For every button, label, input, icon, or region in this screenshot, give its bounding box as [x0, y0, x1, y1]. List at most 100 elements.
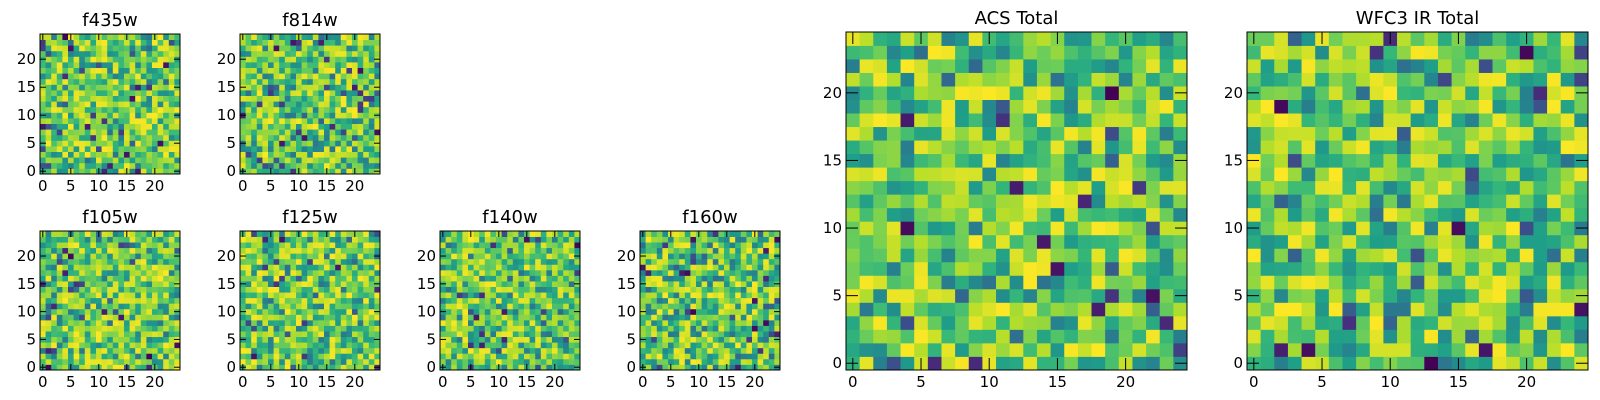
heatmap-cell [1328, 342, 1343, 357]
heatmap-cell [1301, 194, 1316, 209]
heatmap-cell [740, 275, 747, 282]
heatmap-cell [279, 157, 286, 164]
heatmap-cell [112, 39, 119, 46]
heatmap-cell [329, 342, 336, 349]
heatmap-cell [1077, 153, 1092, 168]
heatmap-cell [1118, 288, 1133, 303]
heatmap-cell [668, 342, 674, 349]
heatmap-cell [363, 231, 370, 237]
heatmap-cell [684, 297, 691, 304]
heatmap-cell [174, 275, 181, 282]
heatmap-cell [1247, 342, 1262, 357]
heatmap-cell [507, 281, 514, 287]
heatmap-cell [290, 347, 297, 354]
heatmap-cell [1146, 261, 1161, 276]
heatmap-cell [445, 253, 452, 260]
heatmap-cell [374, 314, 381, 321]
heatmap-cell [324, 134, 330, 141]
heatmap-cell [268, 123, 274, 130]
heatmap-cell [146, 308, 153, 315]
heatmap-cell [240, 151, 246, 158]
heatmap-cell [312, 258, 319, 265]
heatmap-cell [318, 101, 325, 108]
heatmap-cell [886, 180, 901, 195]
heatmap-cell [1287, 194, 1302, 209]
heatmap-cell [512, 331, 519, 338]
heatmap-cell [262, 269, 269, 276]
heatmap-cell [1064, 288, 1079, 303]
heatmap-cells [40, 34, 181, 175]
heatmap-cell [346, 95, 353, 102]
heatmap-cell [174, 347, 181, 354]
heatmap-cell [307, 297, 314, 304]
heatmap-cell [368, 162, 375, 169]
y-tick-label: 10 [617, 303, 636, 321]
heatmap-cell [900, 342, 915, 357]
heatmap-cell [107, 50, 114, 57]
heatmap-cell [1105, 342, 1120, 357]
heatmap-cell [673, 308, 680, 315]
heatmap-cell [552, 319, 558, 326]
heatmap-cell [1342, 315, 1357, 330]
heatmap-cell [512, 364, 519, 371]
heatmap-cell [273, 364, 280, 371]
heatmap-cell [352, 78, 358, 85]
panel-title: f105w [82, 207, 137, 228]
heatmap-cell [174, 331, 181, 338]
heatmap-cell [140, 242, 147, 249]
heatmap-cell [240, 297, 246, 304]
heatmap-cell [174, 67, 181, 74]
heatmap-cell [479, 269, 486, 276]
heatmap-cell [152, 236, 158, 243]
heatmap-cell [152, 39, 158, 46]
heatmap-cell [307, 314, 314, 321]
heatmap-cell [163, 325, 170, 332]
heatmap-cell [51, 253, 58, 260]
heatmap-cell [752, 347, 758, 354]
heatmap-cell [1574, 248, 1589, 263]
heatmap-cell [157, 101, 164, 108]
heatmap-cell [368, 39, 375, 46]
heatmap-cell [124, 73, 130, 80]
heatmap-cell [118, 34, 125, 40]
heatmap-cell [696, 242, 702, 249]
heatmap-cell [479, 358, 486, 365]
heatmap-cell [157, 281, 164, 287]
heatmap-cell [651, 319, 658, 326]
heatmap-cell [445, 258, 452, 265]
heatmap-cell [40, 134, 46, 141]
heatmap-cell [56, 236, 63, 243]
heatmap-cell [152, 353, 158, 360]
heatmap-cell [735, 253, 742, 260]
heatmap-cell [146, 303, 153, 310]
heatmap-cell [468, 236, 474, 243]
heatmap-cell [346, 364, 353, 371]
heatmap-cell [40, 242, 46, 249]
heatmap-cell [729, 364, 736, 371]
heatmap-cell [51, 123, 58, 130]
heatmap-cell [168, 39, 175, 46]
heatmap-cell [152, 90, 158, 96]
heatmap-cell [262, 84, 269, 91]
heatmap-cell [1009, 45, 1024, 60]
heatmap-cell [1424, 248, 1439, 263]
heatmap-cell [90, 286, 97, 293]
heatmap-cell [346, 56, 353, 63]
heatmap-cell [79, 364, 86, 371]
heatmap-cell [273, 336, 280, 343]
heatmap-cell [735, 269, 742, 276]
heatmap-cell [718, 231, 725, 237]
heatmap-cell [40, 78, 46, 85]
heatmap-cell [701, 303, 708, 310]
heatmap-cell [335, 347, 342, 354]
heatmap-cell [673, 325, 680, 332]
heatmap-cell [668, 275, 674, 282]
heatmap-cell [357, 258, 364, 265]
heatmap-cell [640, 325, 646, 332]
heatmap-cell [129, 123, 136, 130]
heatmap-cell [518, 347, 525, 354]
heatmap-cell [84, 101, 91, 108]
heatmap-cell [152, 247, 158, 254]
heatmap-cell [346, 253, 353, 260]
heatmap-cell [329, 325, 336, 332]
